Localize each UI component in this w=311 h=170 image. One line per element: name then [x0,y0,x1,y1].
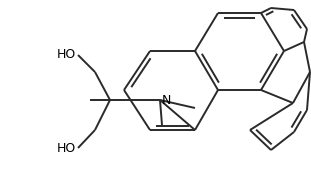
Text: HO: HO [57,48,76,62]
Text: HO: HO [57,141,76,155]
Text: N: N [162,94,171,106]
